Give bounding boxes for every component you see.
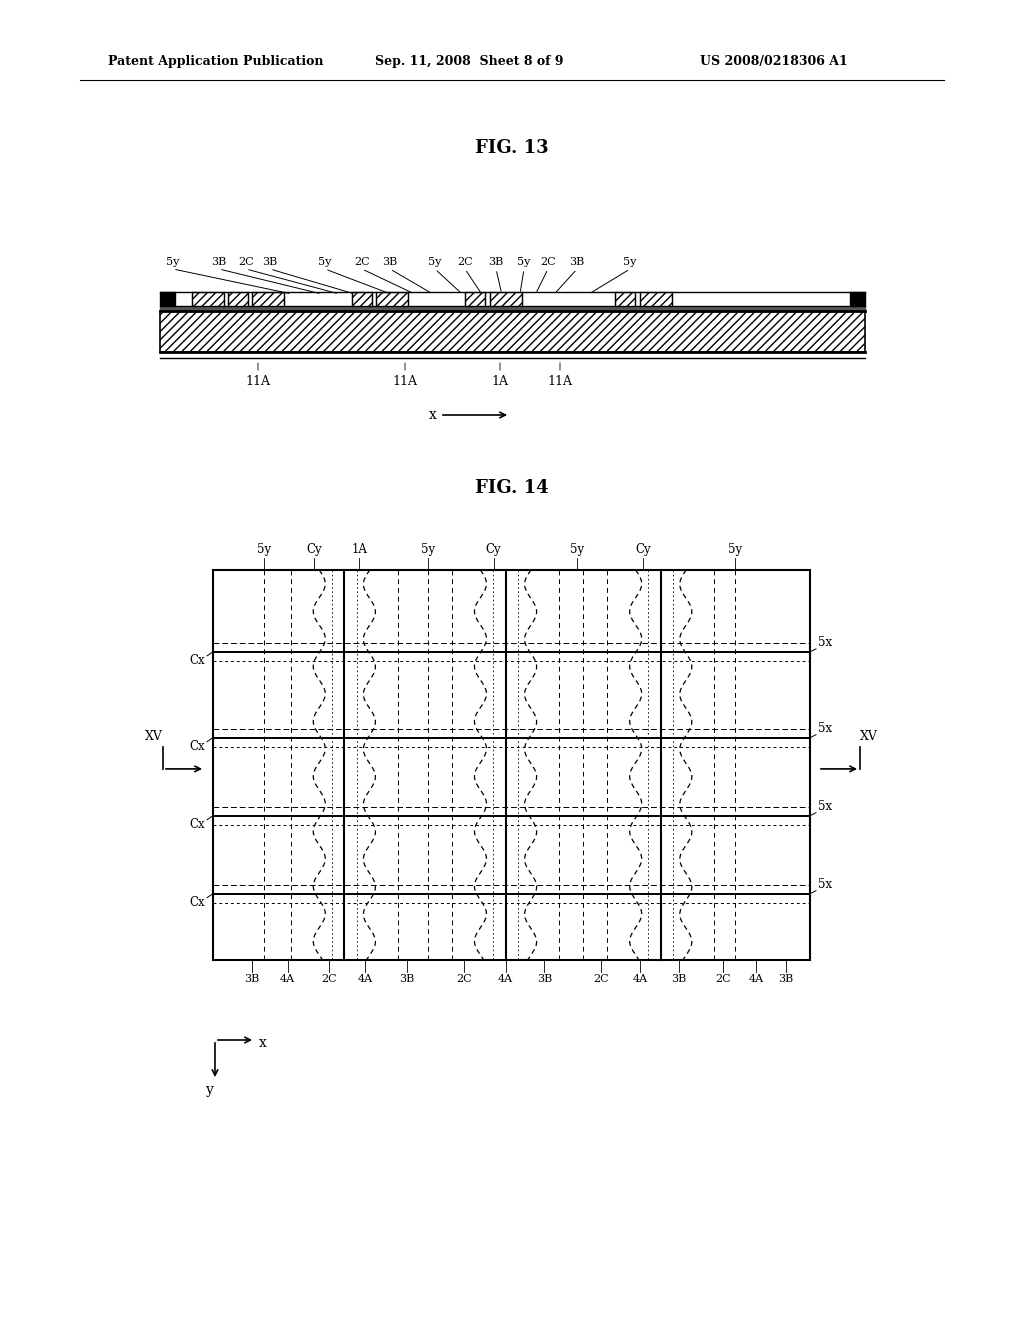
Text: FIG. 14: FIG. 14 (475, 479, 549, 498)
Text: 2C: 2C (322, 974, 337, 983)
Text: 11A: 11A (548, 375, 572, 388)
Polygon shape (252, 292, 284, 306)
Text: 3B: 3B (569, 257, 585, 267)
Text: 3B: 3B (211, 257, 226, 267)
Text: 5y: 5y (166, 257, 179, 267)
Text: Cx: Cx (189, 817, 205, 830)
Text: 2C: 2C (593, 974, 609, 983)
Text: XV: XV (860, 730, 878, 743)
Polygon shape (352, 292, 372, 306)
Text: 5y: 5y (318, 257, 332, 267)
Text: 5y: 5y (517, 257, 530, 267)
Text: 5y: 5y (570, 543, 585, 556)
Text: Cy: Cy (635, 543, 650, 556)
Text: 11A: 11A (246, 375, 270, 388)
Text: 5x: 5x (818, 722, 833, 735)
Text: 5x: 5x (818, 878, 833, 891)
Text: Cx: Cx (189, 739, 205, 752)
Text: Cy: Cy (485, 543, 502, 556)
Text: x: x (259, 1036, 267, 1049)
Bar (213, 570, 810, 960)
Text: US 2008/0218306 A1: US 2008/0218306 A1 (700, 55, 848, 69)
Polygon shape (228, 292, 248, 306)
Polygon shape (193, 292, 224, 306)
Polygon shape (615, 292, 635, 306)
Text: 3B: 3B (382, 257, 397, 267)
Text: 1A: 1A (492, 375, 509, 388)
Text: 4A: 4A (280, 974, 295, 983)
Text: XV: XV (145, 730, 163, 743)
Text: 5y: 5y (421, 543, 435, 556)
Text: 3B: 3B (488, 257, 504, 267)
Text: 3B: 3B (262, 257, 278, 267)
Text: Patent Application Publication: Patent Application Publication (108, 55, 324, 69)
Text: x: x (429, 408, 437, 422)
Text: 11A: 11A (392, 375, 418, 388)
Text: 5y: 5y (728, 543, 742, 556)
Text: 5y: 5y (428, 257, 441, 267)
Text: 5x: 5x (818, 636, 833, 649)
Text: 3B: 3B (244, 974, 259, 983)
Text: 3B: 3B (778, 974, 794, 983)
Text: 2C: 2C (456, 974, 472, 983)
Polygon shape (160, 312, 865, 352)
Text: 3B: 3B (537, 974, 552, 983)
Text: Sep. 11, 2008  Sheet 8 of 9: Sep. 11, 2008 Sheet 8 of 9 (375, 55, 563, 69)
Polygon shape (465, 292, 485, 306)
Text: 4A: 4A (498, 974, 513, 983)
Text: 2C: 2C (354, 257, 370, 267)
Text: y: y (206, 1082, 214, 1097)
Polygon shape (376, 292, 408, 306)
Text: 2C: 2C (541, 257, 556, 267)
Text: 4A: 4A (632, 974, 647, 983)
Polygon shape (490, 292, 522, 306)
Text: 2C: 2C (457, 257, 473, 267)
Text: Cy: Cy (306, 543, 323, 556)
Text: Cx: Cx (189, 653, 205, 667)
Text: FIG. 13: FIG. 13 (475, 139, 549, 157)
Text: 5y: 5y (624, 257, 637, 267)
Text: Cx: Cx (189, 896, 205, 908)
Text: 1A: 1A (351, 543, 368, 556)
Text: 5x: 5x (818, 800, 833, 813)
Text: 2C: 2C (716, 974, 731, 983)
Text: 4A: 4A (357, 974, 373, 983)
Polygon shape (640, 292, 672, 306)
Text: 2C: 2C (239, 257, 254, 267)
Text: 4A: 4A (749, 974, 764, 983)
Text: 3B: 3B (399, 974, 415, 983)
Text: 3B: 3B (671, 974, 686, 983)
Text: 5y: 5y (257, 543, 270, 556)
